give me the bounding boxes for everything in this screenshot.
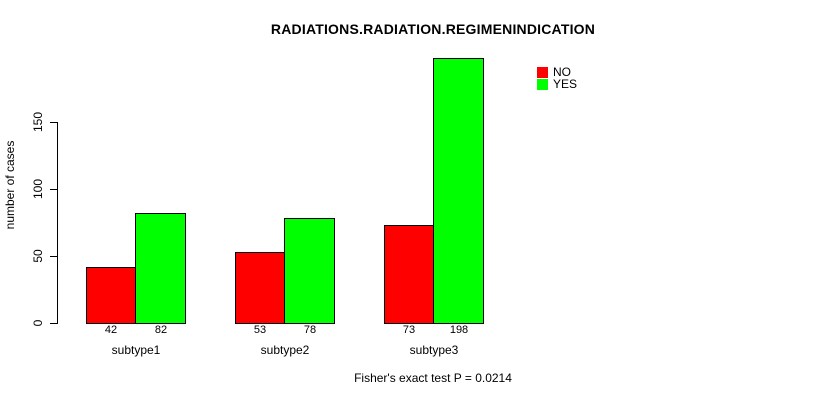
bar-subtype2-no [235, 252, 285, 324]
chart-title: RADIATIONS.RADIATION.REGIMENINDICATION [270, 21, 596, 37]
y-tick [50, 189, 57, 190]
bar-value-label: 73 [402, 324, 416, 336]
x-category-label: subtype2 [260, 343, 310, 357]
y-tick-label: 100 [31, 178, 45, 200]
legend-label-yes: YES [553, 77, 578, 91]
legend-label-no: NO [553, 65, 571, 79]
y-tick [50, 256, 57, 257]
legend-swatch-yes [537, 78, 548, 90]
legend-swatch-no [537, 66, 548, 78]
y-tick-label: 150 [31, 111, 45, 133]
bar-value-label: 53 [253, 324, 267, 336]
y-tick [50, 323, 57, 324]
legend: NO YES [537, 66, 577, 90]
y-tick-label: 50 [31, 249, 45, 263]
x-category-label: subtype1 [111, 343, 161, 357]
x-category-label: subtype3 [409, 343, 459, 357]
bar-value-label: 82 [154, 324, 168, 336]
bar-subtype2-yes [284, 218, 335, 324]
legend-item-yes: YES [537, 78, 577, 90]
bar-subtype1-yes [135, 213, 186, 324]
y-tick [50, 122, 57, 123]
bar-subtype1-no [86, 267, 136, 324]
y-tick-label: 0 [31, 319, 45, 327]
bar-value-label: 78 [303, 324, 317, 336]
bar-subtype3-no [384, 225, 434, 324]
fisher-test-note: Fisher's exact test P = 0.0214 [354, 371, 512, 385]
bar-value-label: 42 [104, 324, 118, 336]
y-axis-line [57, 122, 58, 324]
legend-item-no: NO [537, 66, 577, 78]
bar-subtype3-yes [433, 58, 484, 324]
bar-value-label: 198 [449, 324, 469, 336]
